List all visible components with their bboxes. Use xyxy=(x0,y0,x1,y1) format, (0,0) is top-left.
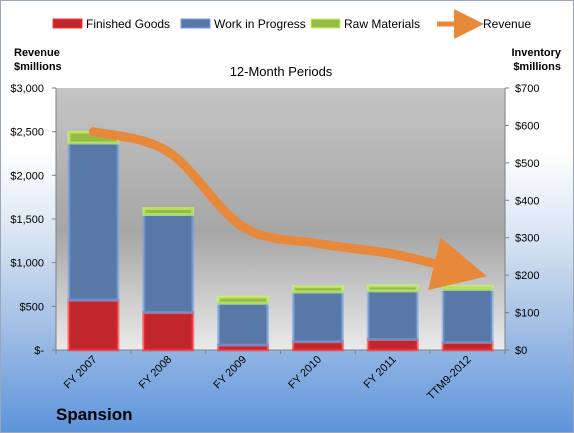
left-tick-label: $2,500 xyxy=(10,127,44,139)
bar-segment xyxy=(366,284,419,293)
left-tick-label: $1,500 xyxy=(10,214,44,226)
revenue-line xyxy=(88,127,487,291)
right-tick-label: $0 xyxy=(515,345,527,357)
legend-label: Work in Progress xyxy=(214,17,306,31)
left-tick-label: $- xyxy=(34,345,44,357)
left-tick-label: $1,000 xyxy=(10,258,44,270)
left-axis-title: Revenue xyxy=(14,47,60,59)
bar-segment xyxy=(366,289,419,342)
chart-subtitle: 12-Month Periods xyxy=(230,64,333,79)
bar-segment xyxy=(291,285,344,294)
legend-label: Raw Materials xyxy=(344,17,420,31)
legend-swatch xyxy=(310,18,341,29)
right-axis-title: $millions xyxy=(513,61,561,73)
right-tick-label: $300 xyxy=(515,233,539,245)
x-tick-label: FY 2009 xyxy=(211,354,249,392)
bar-segment xyxy=(366,338,419,352)
x-tick-label: FY 2007 xyxy=(62,354,100,392)
bar-segment xyxy=(142,213,195,315)
right-tick-label: $700 xyxy=(515,83,539,95)
left-tick-label: $500 xyxy=(20,301,44,313)
right-tick-label: $400 xyxy=(515,195,539,207)
bar-segment xyxy=(441,287,494,345)
x-tick-label: FY 2010 xyxy=(286,354,324,392)
x-tick-label: FY 2008 xyxy=(137,354,175,392)
right-tick-label: $500 xyxy=(515,158,539,170)
x-tick-label: TTM9-2012 xyxy=(425,354,474,403)
right-tick-label: $600 xyxy=(515,120,539,132)
right-tick-label: $100 xyxy=(515,308,539,320)
left-tick-label: $3,000 xyxy=(10,83,44,95)
legend-swatch xyxy=(180,18,211,29)
plot-area xyxy=(56,88,505,350)
bar-segment xyxy=(217,295,270,305)
left-axis-title: $millions xyxy=(14,61,62,73)
bar-segment xyxy=(67,141,120,302)
company-name: Spansion xyxy=(56,405,133,424)
bar-segment xyxy=(291,290,344,344)
right-tick-label: $200 xyxy=(515,270,539,282)
bar-segment xyxy=(441,284,494,291)
right-axis-title: Inventory xyxy=(511,47,561,59)
x-tick-label: FY 2011 xyxy=(362,354,399,391)
legend-label: Finished Goods xyxy=(86,17,170,31)
bar-segment xyxy=(67,298,120,352)
bar-segment xyxy=(142,207,195,217)
legend-swatch xyxy=(52,18,83,29)
legend-label: Revenue xyxy=(483,17,531,31)
bar-segment xyxy=(217,301,270,347)
left-tick-label: $2,000 xyxy=(10,170,44,182)
bar-segment xyxy=(142,311,195,352)
